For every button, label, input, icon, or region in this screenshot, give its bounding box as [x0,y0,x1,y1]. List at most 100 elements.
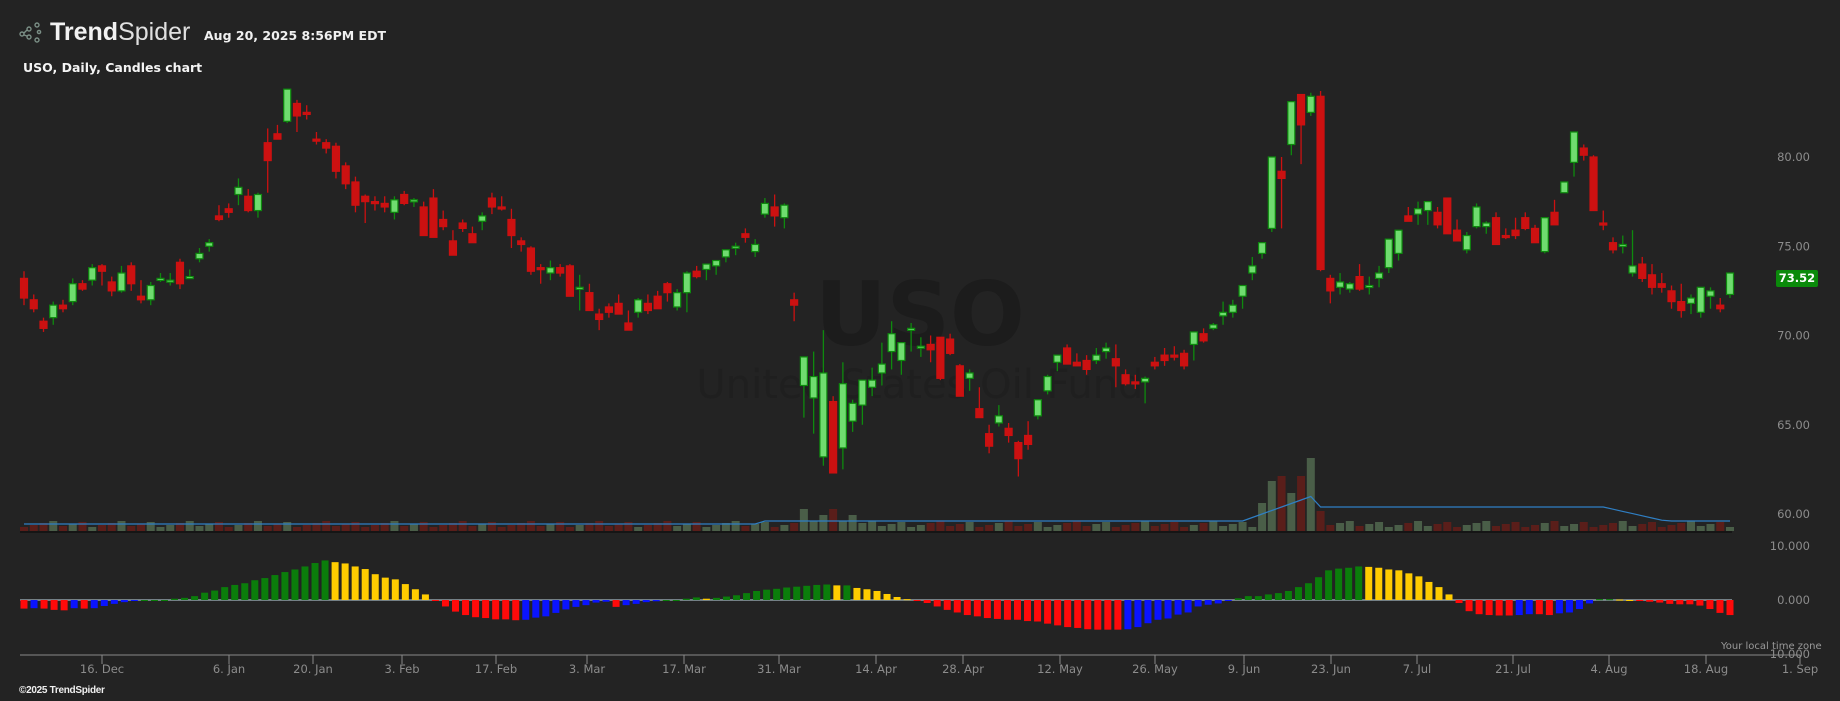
candle[interactable] [175,258,185,290]
candle[interactable] [1511,217,1520,240]
candle[interactable] [1082,355,1091,375]
candle[interactable] [487,192,497,215]
candle[interactable] [526,246,536,275]
candle[interactable] [673,289,682,311]
candle[interactable] [1501,228,1510,240]
candle[interactable] [1121,369,1130,386]
candle[interactable] [1004,422,1013,443]
candle[interactable] [146,281,155,306]
candle[interactable] [985,424,994,454]
candle[interactable] [955,364,964,397]
candle[interactable] [205,239,214,252]
candle[interactable] [1092,347,1101,365]
candle[interactable] [292,99,302,133]
candle[interactable] [1560,181,1569,194]
candle[interactable] [1667,285,1676,309]
candle[interactable] [39,317,48,332]
candle[interactable] [546,260,555,281]
candle[interactable] [468,226,477,244]
candle[interactable] [1716,298,1725,313]
candle[interactable] [1140,376,1150,404]
candle[interactable] [1540,217,1549,254]
candle[interactable] [448,230,458,256]
candle[interactable] [1053,354,1062,372]
candle[interactable] [1296,93,1306,165]
candle[interactable] [322,139,331,154]
candle[interactable] [975,387,984,419]
candle[interactable] [1160,347,1169,366]
candle[interactable] [58,299,68,313]
candle[interactable] [68,278,77,306]
candle[interactable] [380,196,389,213]
candle[interactable] [1267,156,1276,232]
candle[interactable] [712,259,721,275]
candle[interactable] [1423,201,1432,225]
candle[interactable] [829,396,838,474]
candle[interactable] [1189,331,1198,361]
candle[interactable] [361,194,370,224]
candle[interactable] [848,399,857,432]
candle[interactable] [1257,242,1267,259]
candle[interactable] [244,189,253,213]
candle[interactable] [224,203,233,218]
candle[interactable] [1452,219,1462,242]
candle[interactable] [1608,237,1618,254]
candle[interactable] [1589,155,1598,212]
price-candles[interactable] [19,88,1735,477]
candle[interactable] [185,269,194,280]
candle[interactable] [614,294,623,315]
candle[interactable] [1686,294,1696,315]
candle[interactable] [49,301,58,325]
candle[interactable] [1248,256,1257,281]
candle[interactable] [409,198,419,207]
candle[interactable] [1677,283,1686,318]
candle[interactable] [331,142,341,179]
candle[interactable] [965,369,974,391]
candle[interactable] [751,239,760,257]
candle[interactable] [1443,197,1452,235]
candle[interactable] [770,194,779,227]
candle[interactable] [1657,273,1666,293]
candle[interactable] [585,283,594,312]
candle[interactable] [1647,264,1657,295]
candle[interactable] [214,205,224,222]
candle[interactable] [1150,356,1159,370]
candle[interactable] [19,271,29,306]
candle[interactable] [721,249,730,263]
candle[interactable] [926,335,935,363]
candle[interactable] [760,198,769,218]
candle[interactable] [1131,374,1140,390]
candle[interactable] [907,323,916,352]
candle[interactable] [565,264,575,297]
candle[interactable] [838,362,847,470]
candle[interactable] [1209,323,1218,331]
candle[interactable] [1024,421,1033,450]
candle[interactable] [653,290,662,310]
candle[interactable] [536,264,545,284]
time-axis[interactable]: 16. Dec 6. Jan 20. Jan 3. Feb 17. Feb 3. Mar 1… [20,654,1818,676]
candle[interactable] [946,333,955,356]
candle[interactable] [1345,281,1354,293]
candle[interactable] [166,273,175,286]
candle[interactable] [117,265,126,293]
candle[interactable] [1628,230,1637,277]
candle[interactable] [439,210,448,231]
candle[interactable] [702,263,711,281]
candle[interactable] [1491,212,1501,246]
candle[interactable] [156,273,165,282]
candle[interactable] [507,208,516,249]
candle[interactable] [1394,229,1403,261]
candle[interactable] [1618,235,1627,254]
candle[interactable] [1306,92,1315,116]
candle[interactable] [1579,144,1588,161]
candle[interactable] [273,124,282,140]
candle[interactable] [604,303,614,318]
candle[interactable] [263,128,272,193]
candle[interactable] [643,294,653,315]
candle[interactable] [1706,287,1715,309]
candle[interactable] [936,336,945,381]
local-time-zone-label[interactable]: Your local time zone [1721,641,1822,652]
candle[interactable] [1355,264,1364,291]
candle[interactable] [692,265,701,279]
